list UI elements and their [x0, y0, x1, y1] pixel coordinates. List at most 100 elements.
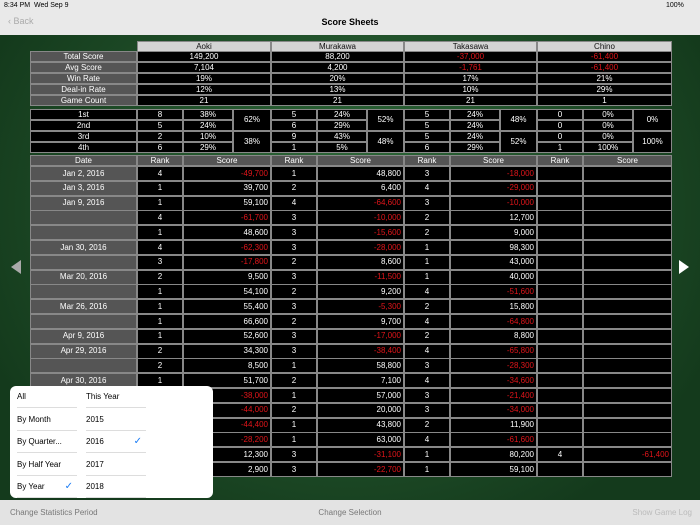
- game-score: 98,300: [450, 240, 537, 255]
- column-header: Date: [30, 155, 137, 166]
- rank-count: 9: [271, 131, 317, 142]
- game-score: [583, 180, 672, 196]
- game-rank: 1: [137, 299, 183, 315]
- period-option-label[interactable]: By Year: [17, 482, 45, 491]
- year-option[interactable]: 2016 ✓: [86, 431, 146, 453]
- game-rank: 4: [404, 343, 450, 359]
- game-score: [583, 195, 672, 211]
- game-date: Apr 9, 2016: [30, 328, 137, 344]
- game-score: -10,000: [450, 195, 537, 211]
- game-score: [583, 166, 672, 181]
- period-option-label[interactable]: All: [17, 392, 26, 401]
- game-date: Jan 2, 2016: [30, 166, 137, 181]
- year-option[interactable]: 2017: [86, 454, 146, 476]
- period-option[interactable]: By Year ✓: [17, 476, 77, 498]
- toolbar-button[interactable]: Change Statistics Period: [10, 508, 98, 517]
- game-date: Apr 29, 2016: [30, 343, 137, 359]
- summary-value: 4,200: [271, 62, 404, 73]
- game-score: 55,400: [183, 299, 271, 315]
- summary-value: 21: [404, 95, 537, 106]
- period-option[interactable]: By Quarter...: [17, 431, 77, 453]
- game-date: Jan 3, 2016: [30, 180, 137, 196]
- rank-count: 1: [537, 142, 583, 153]
- game-score: [583, 462, 672, 477]
- rank-percent: 5%: [317, 142, 367, 153]
- period-option-label[interactable]: By Half Year: [17, 459, 62, 469]
- game-rank: 1: [271, 166, 317, 181]
- game-score: 39,700: [183, 180, 271, 196]
- game-score: -61,700: [183, 210, 271, 226]
- game-score: -17,800: [183, 254, 271, 270]
- column-header: Score: [317, 155, 404, 166]
- game-score: -29,000: [450, 180, 537, 196]
- rank-count: 6: [404, 142, 450, 153]
- year-option-label[interactable]: 2016: [86, 437, 104, 446]
- period-option[interactable]: All: [17, 386, 77, 408]
- rank-percent: 43%: [317, 131, 367, 142]
- rank-percent: 24%: [450, 109, 500, 120]
- rank-count: 5: [137, 120, 183, 131]
- game-score: 12,700: [450, 210, 537, 226]
- game-score: -34,600: [450, 373, 537, 389]
- game-rank: 1: [137, 225, 183, 241]
- year-option-label[interactable]: 2015: [86, 414, 104, 424]
- game-score: -61,600: [450, 432, 537, 448]
- rank-count: 0: [537, 109, 583, 120]
- game-score: 8,800: [450, 328, 537, 344]
- summary-value: 1: [537, 95, 672, 106]
- summary-label: Game Count: [30, 95, 137, 106]
- game-score: -38,400: [317, 343, 404, 359]
- game-score: -11,500: [317, 269, 404, 285]
- game-rank: 3: [271, 343, 317, 359]
- game-rank: 4: [137, 240, 183, 255]
- game-score: 51,700: [183, 373, 271, 389]
- year-option[interactable]: 2018: [86, 476, 146, 498]
- nav-title: Score Sheets: [321, 17, 379, 27]
- checkmark: ✓: [133, 436, 142, 447]
- rank-count: 1: [271, 142, 317, 153]
- game-rank: 2: [404, 225, 450, 241]
- year-option[interactable]: This Year: [86, 386, 146, 408]
- game-rank: 4: [271, 195, 317, 211]
- game-score: [583, 210, 672, 226]
- next-arrow[interactable]: [676, 258, 692, 276]
- year-option-label[interactable]: 2017: [86, 459, 104, 469]
- period-option-label[interactable]: By Month: [17, 414, 51, 424]
- toolbar-button[interactable]: Change Selection: [318, 508, 382, 517]
- game-rank: 1: [271, 432, 317, 448]
- summary-label: Total Score: [30, 51, 137, 62]
- game-score: 34,300: [183, 343, 271, 359]
- summary-value: -37,000: [404, 51, 537, 62]
- game-rank: 1: [271, 358, 317, 374]
- period-option-label[interactable]: By Quarter...: [17, 437, 62, 446]
- summary-value: -61,400: [537, 62, 672, 73]
- rank-half: 38%: [233, 131, 271, 153]
- prev-arrow[interactable]: [8, 258, 24, 276]
- game-date: [30, 225, 137, 241]
- game-rank: 4: [404, 432, 450, 448]
- back-button[interactable]: ‹ Back: [8, 16, 34, 26]
- period-option[interactable]: By Half Year: [17, 454, 77, 476]
- game-score: -64,600: [317, 195, 404, 211]
- game-date: [30, 210, 137, 226]
- period-option[interactable]: By Month: [17, 409, 77, 431]
- back-label[interactable]: Back: [13, 16, 34, 26]
- game-score: [583, 240, 672, 255]
- rank-percent: 24%: [450, 131, 500, 142]
- rank-label: 3rd: [30, 131, 137, 142]
- game-score: -21,400: [450, 388, 537, 403]
- rank-percent: 0%: [583, 131, 633, 142]
- game-date: Jan 9, 2016: [30, 195, 137, 211]
- rank-label: 2nd: [30, 120, 137, 131]
- game-score: [583, 432, 672, 448]
- year-option-label[interactable]: This Year: [86, 392, 120, 401]
- summary-value: 29%: [537, 84, 672, 95]
- game-score: [583, 254, 672, 270]
- year-option-label[interactable]: 2018: [86, 482, 104, 491]
- summary-value: 19%: [137, 73, 271, 84]
- game-rank: 2: [271, 284, 317, 300]
- toolbar-button[interactable]: Show Game Log: [632, 508, 692, 517]
- year-option[interactable]: 2015: [86, 409, 146, 431]
- period-popover: All By Month By Quarter... By Half Year By Y…: [10, 386, 213, 498]
